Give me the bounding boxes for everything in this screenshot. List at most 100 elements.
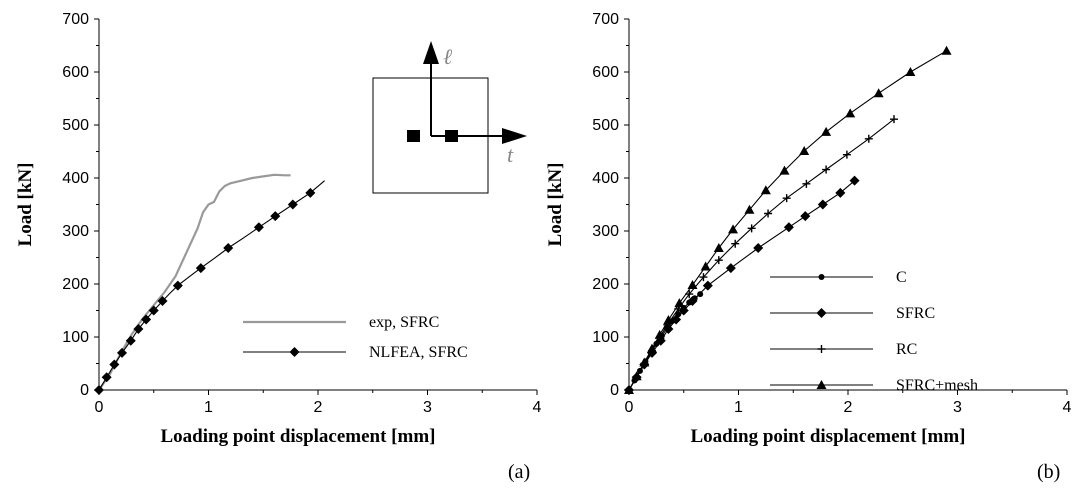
data-point bbox=[172, 280, 183, 291]
data-point bbox=[799, 145, 810, 155]
data-point bbox=[821, 126, 832, 136]
x-axis-label: Loading point displacement [mm] bbox=[161, 426, 436, 447]
data-point bbox=[714, 256, 723, 265]
y-axis-label: Load [kN] bbox=[545, 163, 566, 247]
x-tick-label: 0 bbox=[625, 399, 634, 416]
legend-label: RC bbox=[896, 341, 917, 358]
data-point bbox=[941, 45, 952, 55]
data-point bbox=[687, 280, 698, 290]
data-point bbox=[800, 211, 811, 222]
y-axis-label: Load [kN] bbox=[15, 163, 36, 247]
data-point bbox=[842, 150, 851, 159]
data-point bbox=[109, 359, 120, 370]
data-point bbox=[845, 108, 856, 118]
y-tick-label: 500 bbox=[592, 117, 619, 134]
series-sfrc-mesh bbox=[624, 45, 952, 394]
data-point bbox=[713, 242, 724, 252]
data-point bbox=[116, 347, 127, 358]
legend-label: C bbox=[896, 269, 907, 286]
data-point bbox=[94, 385, 104, 395]
data-point bbox=[148, 305, 159, 316]
data-point bbox=[253, 222, 264, 233]
data-point bbox=[700, 261, 711, 271]
data-point bbox=[849, 175, 860, 186]
data-point bbox=[725, 263, 736, 274]
data-point bbox=[889, 115, 898, 124]
y-tick-label: 100 bbox=[592, 329, 619, 346]
legend-label: SFRC bbox=[896, 305, 935, 322]
transverse-arrow-head bbox=[502, 128, 527, 144]
y-tick-label: 200 bbox=[62, 276, 89, 293]
data-point bbox=[728, 224, 739, 234]
data-point bbox=[905, 67, 916, 76]
series-exp-sfrc bbox=[98, 173, 291, 391]
x-tick-label: 0 bbox=[95, 399, 104, 416]
data-point bbox=[133, 324, 144, 335]
legend-marker bbox=[289, 347, 300, 357]
data-point bbox=[270, 211, 281, 222]
series-rc bbox=[625, 115, 898, 394]
x-tick-label: 1 bbox=[734, 399, 743, 416]
longitudinal-arrow-head bbox=[423, 41, 439, 64]
data-point bbox=[702, 280, 713, 291]
data-point bbox=[674, 298, 685, 308]
data-point bbox=[125, 335, 136, 346]
longitudinal-label: ℓ bbox=[443, 44, 453, 69]
data-point bbox=[760, 185, 771, 195]
series-line bbox=[98, 173, 291, 391]
data-point bbox=[654, 329, 665, 339]
y-tick-label: 0 bbox=[80, 382, 89, 399]
x-tick-label: 2 bbox=[844, 399, 853, 416]
data-point bbox=[687, 295, 698, 306]
data-point bbox=[835, 187, 846, 198]
x-axis-label: Loading point displacement [mm] bbox=[691, 426, 966, 447]
y-tick-label: 300 bbox=[592, 223, 619, 240]
data-point bbox=[864, 134, 873, 143]
data-point bbox=[141, 314, 152, 325]
data-point bbox=[223, 242, 234, 253]
y-tick-label: 400 bbox=[62, 170, 89, 187]
data-point bbox=[753, 242, 764, 253]
y-tick-label: 0 bbox=[610, 382, 619, 399]
series-line bbox=[628, 180, 855, 391]
data-point bbox=[678, 305, 689, 316]
data-point bbox=[671, 314, 682, 325]
y-tick-label: 700 bbox=[62, 11, 89, 28]
legend-marker bbox=[818, 274, 825, 280]
loading-point-square bbox=[445, 130, 458, 142]
data-point bbox=[663, 315, 674, 325]
y-tick-label: 400 bbox=[592, 170, 619, 187]
data-point bbox=[195, 263, 206, 274]
legend-label: NLFEA, SFRC bbox=[369, 344, 468, 361]
data-point bbox=[101, 372, 112, 383]
panel-a: 0 100 200 300 400 500 600 700 0 1 2 3 4 Loading point… bbox=[15, 11, 542, 483]
y-tick-label: 600 bbox=[592, 64, 619, 81]
loading-point-square bbox=[407, 130, 420, 142]
data-point bbox=[822, 165, 831, 174]
data-point bbox=[157, 295, 168, 306]
y-tick-label: 200 bbox=[592, 276, 619, 293]
data-point bbox=[764, 209, 773, 218]
data-point bbox=[646, 343, 657, 353]
x-tick-label: 2 bbox=[314, 399, 323, 416]
x-tick-label: 4 bbox=[1063, 399, 1072, 416]
x-tick-label: 1 bbox=[204, 399, 213, 416]
data-point bbox=[624, 385, 634, 394]
legend-marker bbox=[816, 380, 827, 389]
data-point bbox=[783, 222, 794, 233]
y-tick-label: 300 bbox=[62, 223, 89, 240]
x-tick-label: 3 bbox=[423, 399, 432, 416]
x-tick-label: 4 bbox=[533, 399, 542, 416]
panel-label: (a) bbox=[508, 461, 530, 483]
x-tick-label: 3 bbox=[953, 399, 962, 416]
y-tick-label: 600 bbox=[62, 64, 89, 81]
legend-label: SFRC+mesh bbox=[896, 377, 978, 394]
data-point bbox=[639, 357, 650, 367]
legend-label: exp, SFRC bbox=[369, 314, 439, 331]
data-point bbox=[697, 291, 704, 298]
data-point bbox=[744, 204, 755, 214]
series-sfrc bbox=[624, 175, 860, 395]
data-point bbox=[731, 239, 740, 248]
data-point bbox=[782, 194, 791, 203]
data-point bbox=[779, 165, 790, 175]
